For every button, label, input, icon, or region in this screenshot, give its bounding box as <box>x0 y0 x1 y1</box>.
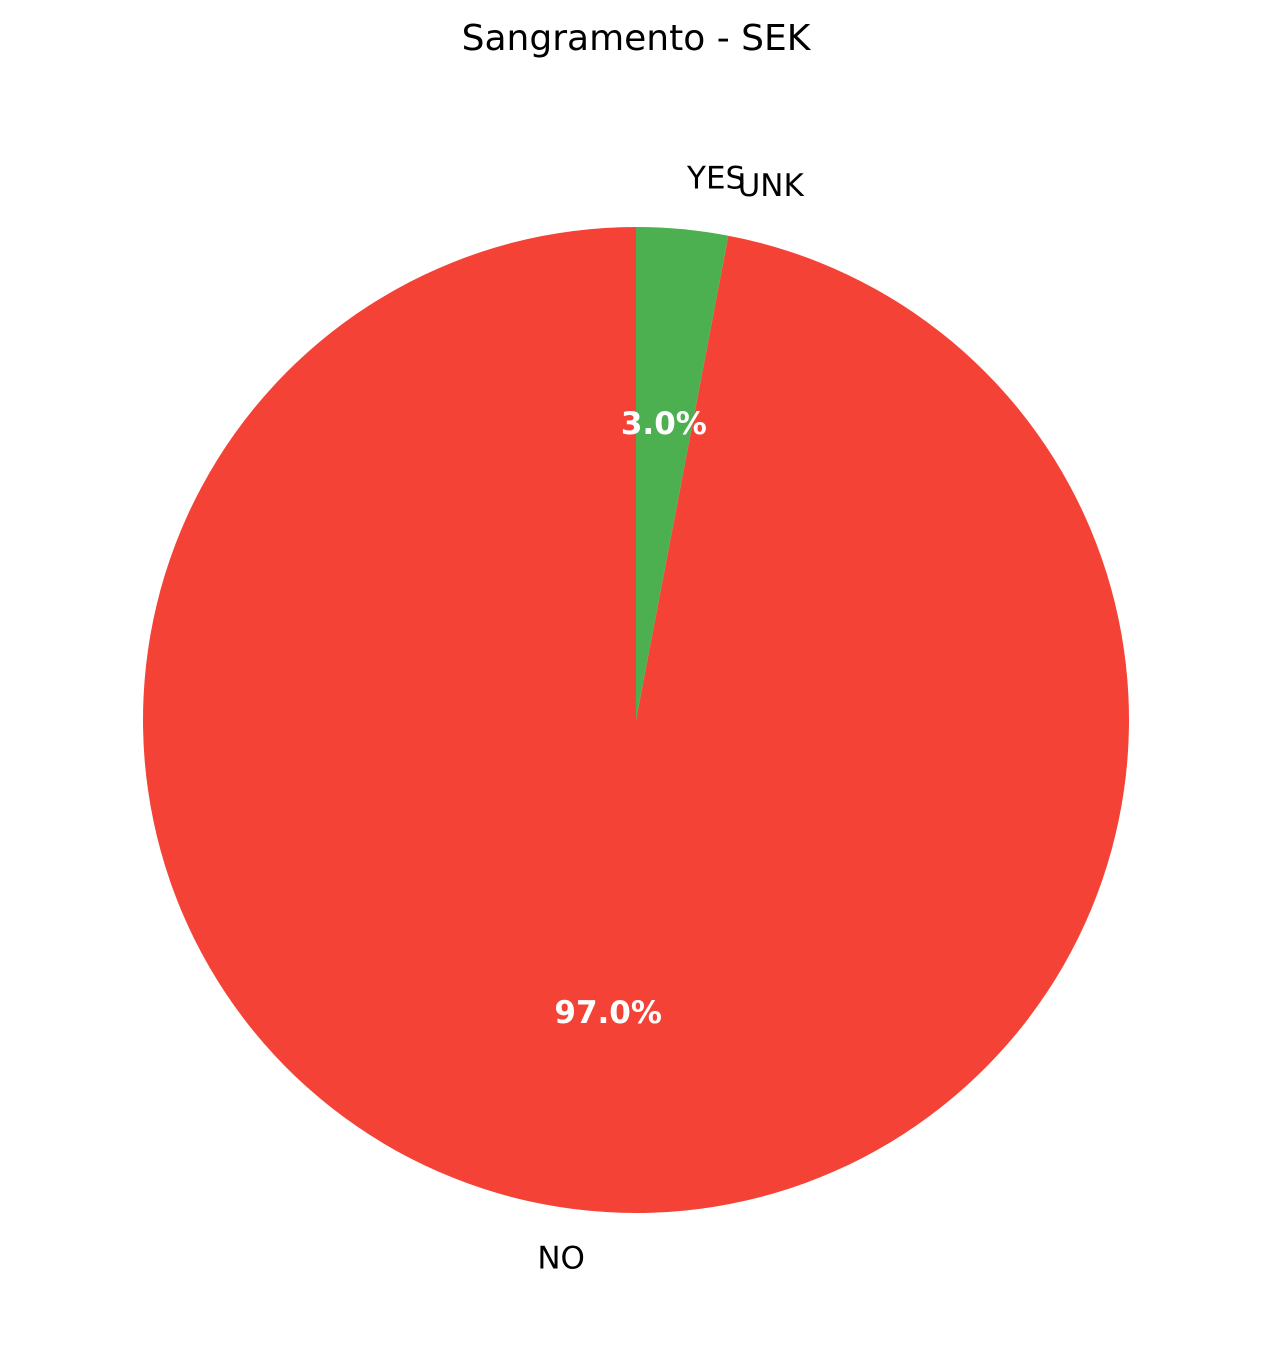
slice-label-yes: YES <box>686 161 745 197</box>
pct-label-no: 97.0% <box>554 995 662 1031</box>
pct-label-yes: 3.0% <box>621 406 707 442</box>
slice-label-unk: UNK <box>738 168 805 204</box>
slice-no <box>142 227 1129 1214</box>
slice-label-no: NO <box>537 1240 585 1276</box>
pie-slices <box>142 227 1129 1214</box>
percentage-labels: 97.0% 3.0% <box>554 406 706 1031</box>
slice-yes <box>636 227 729 720</box>
chart-title: Sangramento - SEK <box>462 18 812 59</box>
